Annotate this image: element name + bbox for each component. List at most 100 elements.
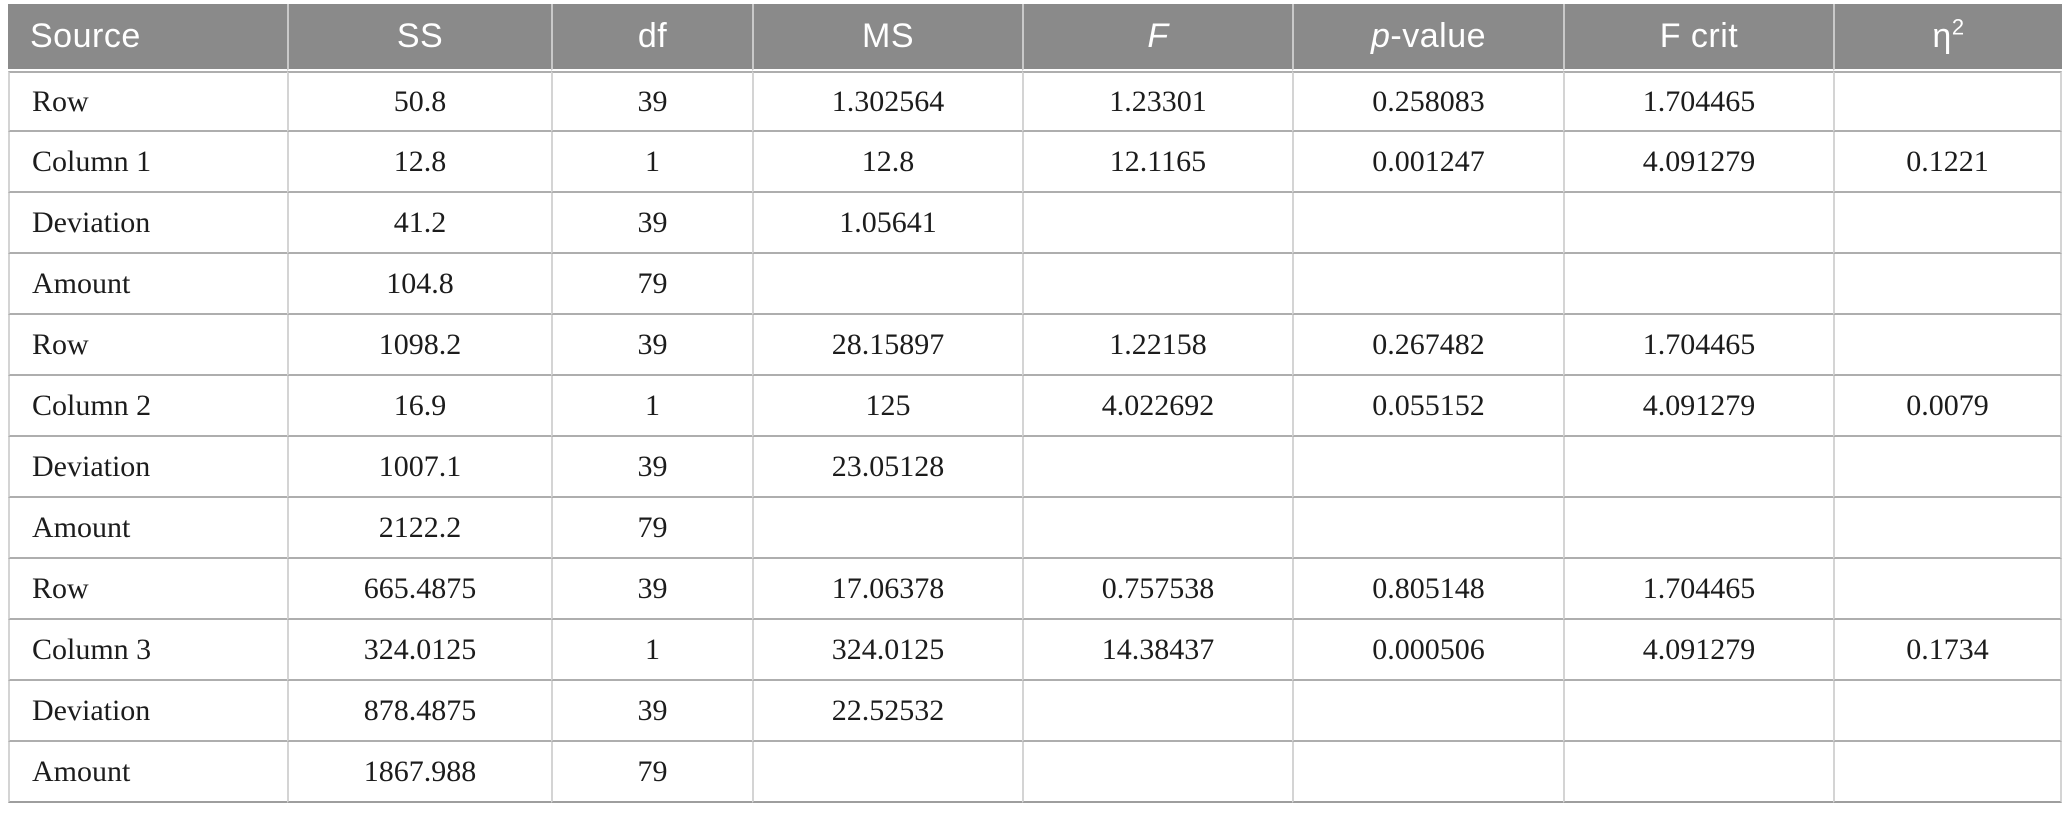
cell-p: [1292, 193, 1563, 254]
table-row: Deviation 41.2 39 1.05641: [8, 193, 2062, 254]
cell-p: 0.267482: [1292, 315, 1563, 376]
cell-ms: 125: [752, 376, 1022, 437]
table-row: Amount 1867.988 79: [8, 742, 2062, 803]
table-row: Deviation 878.4875 39 22.52532: [8, 681, 2062, 742]
cell-eta2: [1833, 437, 2062, 498]
header-f: F: [1022, 4, 1292, 71]
header-eta-squared: η2: [1833, 4, 2062, 71]
table-row: Row 665.4875 39 17.06378 0.757538 0.805148 1.7…: [8, 559, 2062, 620]
cell-f: [1022, 742, 1292, 803]
cell-p: [1292, 498, 1563, 559]
cell-ss: 50.8: [287, 71, 551, 132]
cell-f: 14.38437: [1022, 620, 1292, 681]
header-p-italic: p: [1370, 17, 1391, 55]
cell-f: [1022, 437, 1292, 498]
header-ss: SS: [287, 4, 551, 71]
table-row: Amount 104.8 79: [8, 254, 2062, 315]
cell-f: [1022, 254, 1292, 315]
cell-ms: [752, 254, 1022, 315]
cell-ss: 1867.988: [287, 742, 551, 803]
cell-source: Row: [8, 315, 287, 376]
cell-f_crit: 4.091279: [1563, 620, 1833, 681]
cell-ms: [752, 498, 1022, 559]
cell-ss: 324.0125: [287, 620, 551, 681]
cell-eta2: [1833, 681, 2062, 742]
cell-df: 1: [551, 376, 752, 437]
cell-p: 0.258083: [1292, 71, 1563, 132]
cell-ms: [752, 742, 1022, 803]
anova-table: Source SS df MS F p-value F crit η2 Row 5…: [8, 4, 2062, 803]
cell-ms: 324.0125: [752, 620, 1022, 681]
table-row: Row 50.8 39 1.302564 1.23301 0.258083 1.704465: [8, 71, 2062, 132]
header-eta-sup: 2: [1951, 14, 1965, 40]
cell-ms: 12.8: [752, 132, 1022, 193]
cell-p: 0.000506: [1292, 620, 1563, 681]
cell-source: Deviation: [8, 681, 287, 742]
cell-ms: 22.52532: [752, 681, 1022, 742]
cell-source: Row: [8, 559, 287, 620]
header-f-crit: F crit: [1563, 4, 1833, 71]
cell-p: 0.055152: [1292, 376, 1563, 437]
cell-p: [1292, 742, 1563, 803]
cell-df: 1: [551, 620, 752, 681]
cell-f_crit: 4.091279: [1563, 376, 1833, 437]
header-ms: MS: [752, 4, 1022, 71]
cell-f_crit: 1.704465: [1563, 559, 1833, 620]
cell-df: 1: [551, 132, 752, 193]
cell-source: Amount: [8, 498, 287, 559]
cell-p: [1292, 254, 1563, 315]
cell-eta2: [1833, 315, 2062, 376]
cell-df: 39: [551, 315, 752, 376]
cell-eta2: [1833, 559, 2062, 620]
cell-source: Deviation: [8, 437, 287, 498]
cell-eta2: [1833, 742, 2062, 803]
cell-eta2: [1833, 193, 2062, 254]
cell-p: 0.001247: [1292, 132, 1563, 193]
cell-ms: 1.05641: [752, 193, 1022, 254]
header-row: Source SS df MS F p-value F crit η2: [8, 4, 2062, 71]
cell-p: [1292, 437, 1563, 498]
cell-df: 39: [551, 437, 752, 498]
cell-ss: 1098.2: [287, 315, 551, 376]
table-header: Source SS df MS F p-value F crit η2: [8, 4, 2062, 71]
cell-df: 79: [551, 742, 752, 803]
table-row: Column 1 12.8 1 12.8 12.1165 0.001247 4.091279…: [8, 132, 2062, 193]
cell-f_crit: 1.704465: [1563, 71, 1833, 132]
cell-p: 0.805148: [1292, 559, 1563, 620]
cell-f_crit: [1563, 498, 1833, 559]
cell-source: Amount: [8, 742, 287, 803]
cell-f: 4.022692: [1022, 376, 1292, 437]
cell-eta2: 0.1734: [1833, 620, 2062, 681]
cell-df: 39: [551, 559, 752, 620]
header-p-value: p-value: [1292, 4, 1563, 71]
cell-eta2: [1833, 71, 2062, 132]
cell-ss: 41.2: [287, 193, 551, 254]
cell-ms: 1.302564: [752, 71, 1022, 132]
cell-ms: 28.15897: [752, 315, 1022, 376]
cell-source: Row: [8, 71, 287, 132]
cell-f: [1022, 193, 1292, 254]
cell-f: 0.757538: [1022, 559, 1292, 620]
table-row: Row 1098.2 39 28.15897 1.22158 0.267482 1.7044…: [8, 315, 2062, 376]
cell-f: [1022, 681, 1292, 742]
header-eta-base: η: [1932, 17, 1952, 55]
header-p-rest: -value: [1390, 17, 1487, 55]
cell-df: 79: [551, 254, 752, 315]
cell-f: 1.22158: [1022, 315, 1292, 376]
table-row: Column 2 16.9 1 125 4.022692 0.055152 4.091279…: [8, 376, 2062, 437]
table-row: Amount 2122.2 79: [8, 498, 2062, 559]
cell-eta2: 0.0079: [1833, 376, 2062, 437]
cell-source: Column 1: [8, 132, 287, 193]
cell-ss: 12.8: [287, 132, 551, 193]
cell-ss: 2122.2: [287, 498, 551, 559]
cell-f_crit: [1563, 437, 1833, 498]
cell-ms: 17.06378: [752, 559, 1022, 620]
cell-source: Column 2: [8, 376, 287, 437]
cell-f: [1022, 498, 1292, 559]
table-row: Deviation 1007.1 39 23.05128: [8, 437, 2062, 498]
cell-f_crit: 1.704465: [1563, 315, 1833, 376]
cell-ss: 1007.1: [287, 437, 551, 498]
cell-f_crit: [1563, 742, 1833, 803]
cell-ss: 16.9: [287, 376, 551, 437]
